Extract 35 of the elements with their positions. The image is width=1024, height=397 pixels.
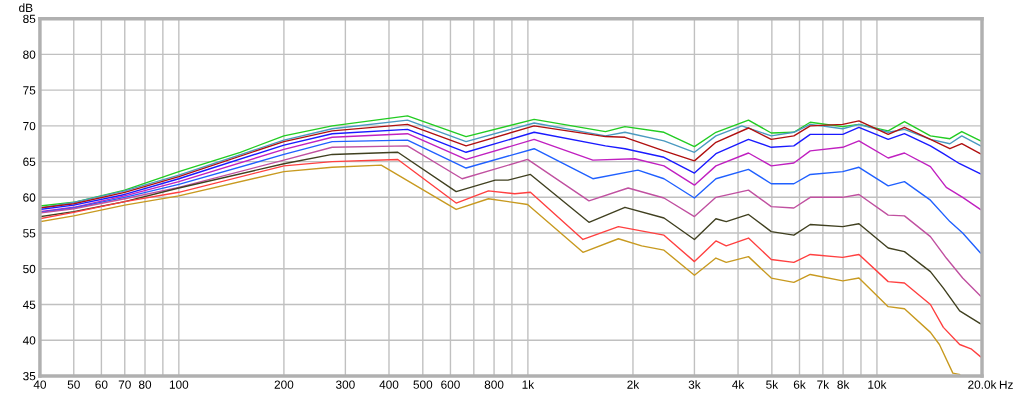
x-tick-label: 40	[33, 380, 47, 389]
y-tick-label: 55	[23, 229, 36, 238]
x-tick-label: 600	[441, 380, 460, 389]
y-tick-label: 75	[23, 86, 36, 95]
y-tick-label: 65	[23, 157, 36, 166]
x-tick-label: 3k	[688, 380, 701, 389]
x-tick-label: 500	[413, 380, 433, 389]
x-axis-title: Hz	[999, 380, 1013, 389]
y-tick-label: 35	[23, 371, 36, 381]
x-tick-label: 6k	[793, 380, 806, 389]
y-tick-label: 80	[23, 50, 36, 59]
x-tick-label: 300	[335, 380, 355, 389]
y-tick-label: 70	[23, 121, 36, 131]
x-tick-label: 70	[118, 380, 131, 389]
x-tick-label: 20.0k	[968, 380, 997, 389]
x-tick-label: 10k	[868, 380, 887, 389]
x-tick-label: 50	[67, 380, 80, 389]
x-tick-label: 80	[138, 380, 152, 389]
x-tick-label: 2k	[627, 380, 640, 389]
x-tick-label: 1k	[522, 380, 535, 389]
x-tick-label: 60	[95, 380, 108, 389]
y-tick-label: 85	[23, 14, 36, 24]
x-tick-label: 200	[274, 380, 294, 389]
y-tick-label: 40	[22, 336, 36, 345]
x-tick-label: 400	[379, 380, 399, 389]
x-tick-label: 100	[169, 380, 189, 389]
x-tick-label: 8k	[837, 380, 850, 389]
x-tick-label: 5k	[766, 380, 779, 389]
x-tick-label: 7k	[817, 380, 830, 389]
x-tick-label: 800	[484, 380, 504, 389]
y-axis-title: dB	[19, 3, 33, 13]
y-tick-label: 50	[23, 264, 36, 274]
y-tick-label: 60	[23, 193, 36, 202]
x-tick-label: 4k	[732, 380, 745, 389]
y-tick-label: 45	[22, 300, 36, 309]
